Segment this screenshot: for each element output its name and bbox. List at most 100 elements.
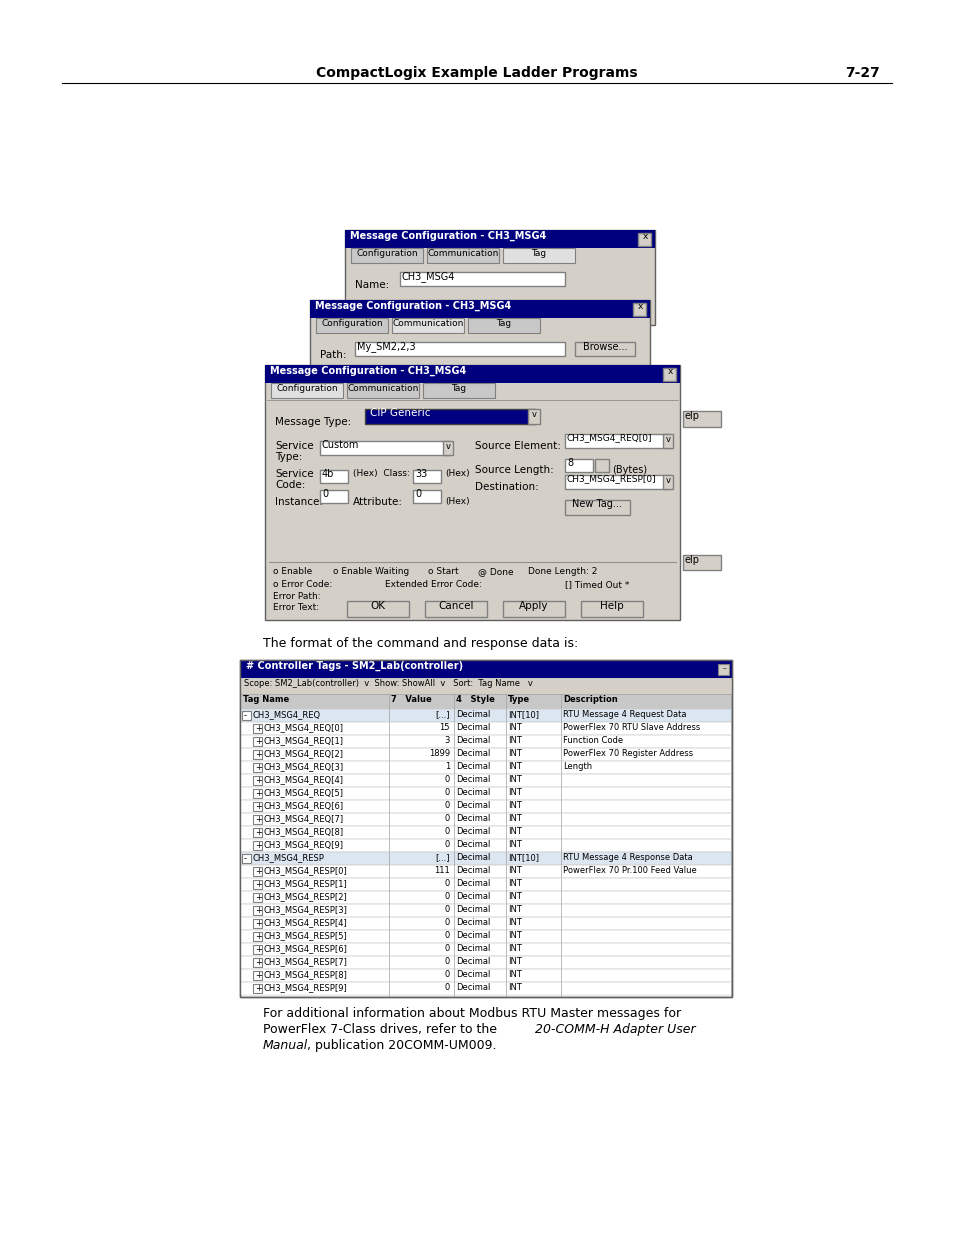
Bar: [265, 366, 679, 620]
Bar: [253, 893, 262, 902]
Text: Decimal: Decimal: [456, 840, 490, 848]
Text: My_SM2,2,3: My_SM2,2,3: [356, 341, 416, 352]
Text: Code:: Code:: [274, 480, 305, 490]
Text: INT: INT: [507, 776, 521, 784]
Text: Decimal: Decimal: [456, 957, 490, 966]
Bar: [351, 248, 422, 263]
Text: [...]: [...]: [435, 853, 450, 862]
Text: Service: Service: [274, 469, 314, 479]
Text: 15: 15: [439, 722, 450, 732]
Bar: [240, 813, 731, 826]
Bar: [240, 839, 731, 852]
Bar: [253, 815, 262, 824]
Text: 20-COMM-H Adapter User: 20-COMM-H Adapter User: [535, 1023, 695, 1036]
Text: 8: 8: [566, 458, 573, 468]
Text: o Error Code:: o Error Code:: [273, 580, 332, 589]
Text: 0: 0: [444, 944, 450, 953]
Bar: [564, 500, 629, 515]
Text: +: +: [254, 763, 262, 772]
Bar: [253, 958, 262, 967]
Bar: [253, 919, 262, 927]
Bar: [253, 971, 262, 981]
Bar: [319, 490, 348, 503]
Text: CH3_MSG4_RESP[5]: CH3_MSG4_RESP[5]: [264, 931, 348, 940]
Text: @ Done: @ Done: [477, 567, 513, 576]
Bar: [580, 601, 642, 618]
Text: Message Configuration - CH3_MSG4: Message Configuration - CH3_MSG4: [314, 301, 511, 311]
Bar: [422, 383, 495, 398]
Text: 0: 0: [444, 814, 450, 823]
Text: 0: 0: [444, 983, 450, 992]
Text: Decimal: Decimal: [456, 853, 490, 862]
Text: PowerFlex 70 Pr.100 Feed Value: PowerFlex 70 Pr.100 Feed Value: [562, 866, 696, 876]
Bar: [240, 787, 731, 800]
Text: CompactLogix Example Ladder Programs: CompactLogix Example Ladder Programs: [315, 65, 638, 80]
Bar: [365, 409, 535, 424]
Bar: [319, 441, 450, 454]
Text: Name:: Name:: [355, 280, 389, 290]
Text: CH3_MSG4_RESP[0]: CH3_MSG4_RESP[0]: [566, 474, 656, 483]
Text: New Tag...: New Tag...: [572, 499, 621, 509]
Bar: [595, 459, 608, 472]
Bar: [240, 659, 731, 997]
Bar: [310, 300, 649, 395]
Text: CH3_MSG4_RESP[4]: CH3_MSG4_RESP[4]: [264, 918, 348, 927]
Bar: [310, 300, 649, 317]
Bar: [662, 475, 672, 489]
Text: +: +: [254, 958, 262, 967]
Text: INT: INT: [507, 762, 521, 771]
Text: RTU Message 4 Request Data: RTU Message 4 Request Data: [562, 710, 686, 719]
Bar: [253, 827, 262, 837]
Bar: [253, 841, 262, 850]
Text: INT: INT: [507, 905, 521, 914]
Bar: [682, 555, 720, 571]
Text: Attribute:: Attribute:: [353, 496, 402, 508]
Text: +: +: [254, 737, 262, 746]
Text: 0: 0: [444, 931, 450, 940]
Bar: [347, 383, 418, 398]
Text: Decimal: Decimal: [456, 736, 490, 745]
Text: Source Length:: Source Length:: [475, 466, 553, 475]
Text: Scope: SM2_Lab(controller)  v  Show: ShowAll  v   Sort:  Tag Name   v: Scope: SM2_Lab(controller) v Show: ShowA…: [244, 679, 533, 688]
Bar: [345, 230, 655, 325]
Text: 0: 0: [444, 957, 450, 966]
Text: CH3_MSG4_RESP[2]: CH3_MSG4_RESP[2]: [264, 892, 348, 902]
Text: Function Code: Function Code: [562, 736, 622, 745]
Text: INT: INT: [507, 736, 521, 745]
Text: CH3_MSG4_RESP: CH3_MSG4_RESP: [253, 853, 325, 862]
Text: +: +: [254, 724, 262, 734]
Text: CH3_MSG4_RESP[3]: CH3_MSG4_RESP[3]: [264, 905, 348, 914]
Text: Apply: Apply: [518, 601, 548, 611]
Text: RTU Message 4 Response Data: RTU Message 4 Response Data: [562, 853, 692, 862]
Text: CH3_MSG4_REQ[7]: CH3_MSG4_REQ[7]: [264, 814, 344, 823]
Text: The format of the command and response data is:: The format of the command and response d…: [263, 637, 578, 650]
Bar: [240, 678, 731, 694]
Text: +: +: [254, 945, 262, 953]
Bar: [319, 471, 348, 483]
Text: INT: INT: [507, 814, 521, 823]
Bar: [253, 932, 262, 941]
Bar: [240, 930, 731, 944]
Bar: [355, 342, 564, 356]
Text: 0: 0: [444, 892, 450, 902]
Text: Decimal: Decimal: [456, 866, 490, 876]
Bar: [399, 272, 564, 287]
Bar: [240, 659, 731, 997]
Text: 0: 0: [444, 969, 450, 979]
Text: Tag Name: Tag Name: [243, 695, 289, 704]
Bar: [240, 918, 731, 930]
Text: Decimal: Decimal: [456, 931, 490, 940]
Bar: [253, 737, 262, 746]
Bar: [413, 471, 440, 483]
Text: INT: INT: [507, 892, 521, 902]
Text: INT: INT: [507, 802, 521, 810]
Text: +: +: [254, 827, 262, 837]
Bar: [468, 317, 539, 333]
Bar: [240, 735, 731, 748]
Text: PowerFlex 70 Register Address: PowerFlex 70 Register Address: [562, 748, 693, 758]
Bar: [502, 248, 575, 263]
Text: CH3_MSG4_RESP[8]: CH3_MSG4_RESP[8]: [264, 969, 348, 979]
Bar: [253, 750, 262, 760]
Text: Description: Description: [562, 695, 618, 704]
Text: [...]: [...]: [435, 710, 450, 719]
